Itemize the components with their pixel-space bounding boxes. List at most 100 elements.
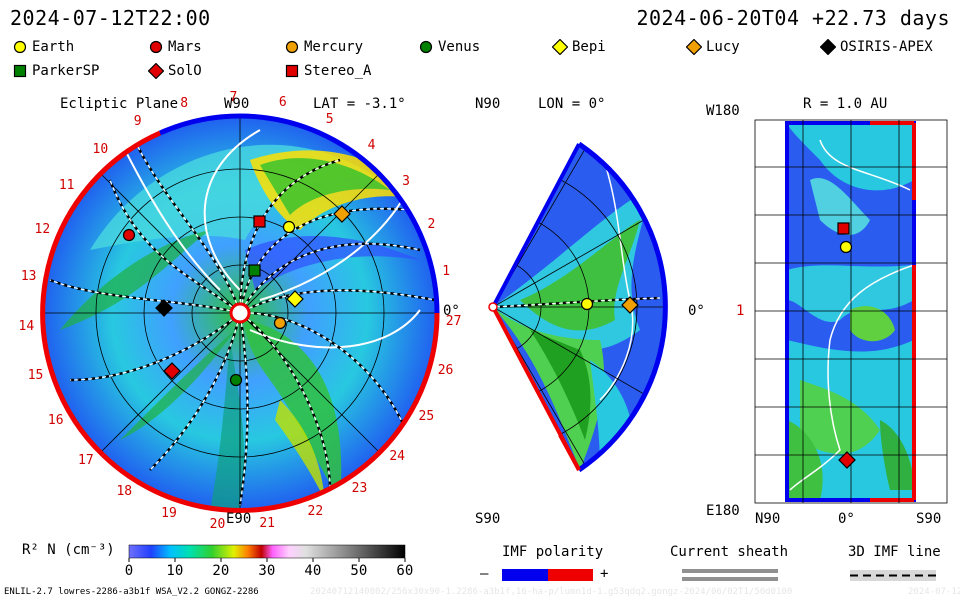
legend-label: Venus <box>438 39 481 55</box>
venus-marker <box>229 373 243 387</box>
mercury-marker <box>273 316 287 330</box>
earth-marker <box>282 220 296 234</box>
legend-symbol-icon <box>13 40 27 54</box>
ecliptic-lat-label: LAT = -3.1° <box>313 96 406 112</box>
carrington-tick: 17 <box>78 452 94 468</box>
ecliptic-rim-negative <box>239 113 397 194</box>
radius-x-left: N90 <box>755 511 781 527</box>
carrington-tick: 20 <box>209 516 226 532</box>
ecliptic-right-label: 0° <box>443 303 460 319</box>
colorbar-tick-label: 10 <box>166 563 184 579</box>
carrington-tick: 2 <box>427 216 436 232</box>
legend-label: ParkerSP <box>32 63 100 79</box>
bepi-marker <box>286 290 304 308</box>
carrington-tick: 22 <box>307 504 324 520</box>
meridional-earth-marker <box>580 297 594 311</box>
legend-item: SolO <box>148 63 202 79</box>
meridional-lon-label: LON = 0° <box>538 96 606 112</box>
legend-item: Venus <box>418 39 480 55</box>
radius-solo-marker <box>838 451 856 469</box>
carrington-tick: 19 <box>161 505 177 521</box>
radius-panel <box>754 119 948 504</box>
carrington-tick: 5 <box>325 111 334 127</box>
carrington-tick: 7 <box>229 90 238 105</box>
carrington-tick: 13 <box>20 269 37 285</box>
carrington-tick: 16 <box>47 413 64 429</box>
colorbar-tick-label: 30 <box>258 563 276 579</box>
colorbar-tick-label: 20 <box>212 563 230 579</box>
legend-item: Stereo_A <box>284 63 371 79</box>
legend-label: OSIRIS-APEX <box>840 39 933 55</box>
legend-label: Stereo_A <box>304 63 372 79</box>
ecliptic-bottom-label: E90 <box>226 511 252 527</box>
imf-positive-swatch <box>548 569 593 581</box>
ecliptic-rim-positive <box>101 312 440 513</box>
carrington-tick: 9 <box>133 113 142 129</box>
legend-symbol-icon <box>419 40 433 54</box>
meridional-right-label: 0° <box>688 303 705 319</box>
imf-line-title: 3D IMF line <box>848 544 941 560</box>
sun-marker <box>229 302 251 324</box>
carrington-tick: 15 <box>27 367 44 383</box>
legend-symbol-icon <box>285 64 299 78</box>
model-time: 2024-07-12T22:00 <box>10 6 211 30</box>
density-colorbar <box>128 544 406 559</box>
mars-marker <box>122 228 136 242</box>
colorbar-tick-label: 40 <box>304 563 322 579</box>
legend-item: Mercury <box>284 39 363 55</box>
imf-polarity-title: IMF polarity <box>502 544 604 560</box>
legend-item: OSIRIS-APEX <box>820 39 933 55</box>
carrington-tick: 27 <box>445 313 462 329</box>
carrington-tick: 24 <box>389 449 405 465</box>
lucy-marker <box>333 205 351 223</box>
legend-symbol-icon <box>686 39 702 55</box>
radius-mid-left: 1 <box>736 303 745 319</box>
solo-marker <box>163 362 181 380</box>
current-sheath-swatch <box>682 569 778 581</box>
legend-item: Bepi <box>552 39 606 55</box>
carrington-tick: 21 <box>259 516 275 532</box>
carrington-tick: 11 <box>58 178 75 194</box>
meridional-top-label: N90 <box>475 96 501 112</box>
parkersp-marker <box>248 264 261 277</box>
colorbar-tick-label: 60 <box>396 563 414 579</box>
legend-symbol-icon <box>285 40 299 54</box>
legend-symbol-icon <box>820 39 836 55</box>
carrington-tick: 3 <box>402 174 410 190</box>
legend-item: Mars <box>148 39 202 55</box>
run-time: 2024-06-20T04 +22.73 days <box>636 6 950 30</box>
legend-symbol-icon <box>552 39 568 55</box>
osiris-apex-marker <box>155 299 173 317</box>
colorbar-label: R² N (cm⁻³) <box>22 542 115 558</box>
legend-label: Mars <box>168 39 202 55</box>
footer-mid: 20240712140802/256x30x90-1.2286-a3b1f,16… <box>310 587 793 597</box>
carrington-tick: 18 <box>116 484 133 500</box>
imf-minus-label: – <box>480 566 489 582</box>
carrington-tick: 6 <box>278 95 287 111</box>
colorbar-tick-label: 50 <box>350 563 368 579</box>
legend-symbol-icon <box>149 40 163 54</box>
legend-label: Earth <box>32 39 75 55</box>
carrington-tick: 10 <box>92 141 109 157</box>
legend-label: SolO <box>168 63 202 79</box>
colorbar-tick-label: 0 <box>124 563 134 579</box>
imf-line-swatch <box>850 570 936 581</box>
legend-item: ParkerSP <box>12 63 99 79</box>
carrington-tick: 4 <box>367 138 376 154</box>
carrington-tick: 8 <box>180 96 189 112</box>
radius-earth-marker <box>839 240 853 254</box>
carrington-tick: 12 <box>34 221 51 237</box>
legend-symbol-icon <box>13 64 27 78</box>
current-sheath-title: Current sheath <box>670 544 789 560</box>
legend-label: Mercury <box>304 39 364 55</box>
legend-symbol-icon <box>148 63 164 79</box>
meridional-bottom-label: S90 <box>475 511 501 527</box>
legend-item: Earth <box>12 39 74 55</box>
radius-x-mid: 0° <box>838 511 855 527</box>
legend-label: Lucy <box>706 39 740 55</box>
radius-bottom-left: E180 <box>706 503 740 519</box>
radius-top-left: W180 <box>706 103 740 119</box>
legend-item: Lucy <box>686 39 740 55</box>
stereo-a-marker <box>253 215 266 228</box>
